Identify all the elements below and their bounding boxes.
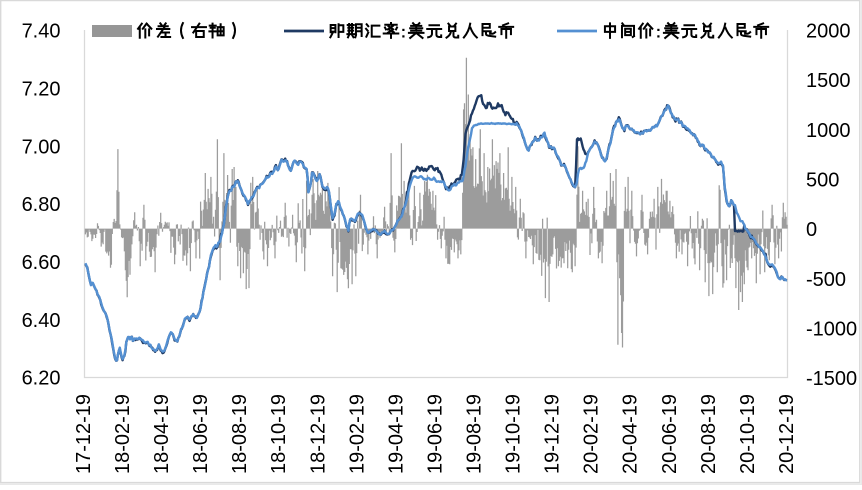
svg-text:1000: 1000: [806, 120, 851, 142]
svg-text:18-10-19: 18-10-19: [268, 394, 290, 474]
svg-text:18-06-19: 18-06-19: [190, 394, 212, 474]
svg-text:20-12-19: 20-12-19: [776, 394, 798, 474]
svg-text:6.80: 6.80: [22, 194, 61, 216]
svg-text:6.40: 6.40: [22, 310, 61, 332]
svg-text:7.20: 7.20: [22, 79, 61, 101]
svg-text:0: 0: [806, 219, 817, 241]
svg-text:19-06-19: 19-06-19: [424, 394, 446, 474]
svg-text:19-10-19: 19-10-19: [503, 394, 525, 474]
svg-text:7.00: 7.00: [22, 136, 61, 158]
svg-text:6.60: 6.60: [22, 252, 61, 274]
svg-text:19-08-19: 19-08-19: [464, 394, 486, 474]
svg-text:19-12-19: 19-12-19: [542, 394, 564, 474]
svg-text:20-02-19: 20-02-19: [581, 394, 603, 474]
svg-text:18-02-19: 18-02-19: [112, 394, 134, 474]
svg-text:19-04-19: 19-04-19: [385, 394, 407, 474]
svg-text:20-04-19: 20-04-19: [620, 394, 642, 474]
svg-text:-500: -500: [806, 269, 846, 291]
svg-text:18-12-19: 18-12-19: [307, 394, 329, 474]
svg-text:20-06-19: 20-06-19: [659, 394, 681, 474]
svg-text:6.20: 6.20: [22, 368, 61, 390]
svg-text:7.40: 7.40: [22, 21, 61, 43]
svg-text:2000: 2000: [806, 21, 851, 43]
svg-text:18-04-19: 18-04-19: [151, 394, 173, 474]
svg-text:17-12-19: 17-12-19: [73, 394, 95, 474]
svg-text:500: 500: [806, 170, 839, 192]
svg-text:19-02-19: 19-02-19: [346, 394, 368, 474]
svg-text:20-08-19: 20-08-19: [698, 394, 720, 474]
svg-text:1500: 1500: [806, 70, 851, 92]
svg-text:18-08-19: 18-08-19: [229, 394, 251, 474]
svg-text:20-10-19: 20-10-19: [737, 394, 759, 474]
svg-text:-1500: -1500: [806, 368, 857, 390]
svg-text:-1000: -1000: [806, 318, 857, 340]
